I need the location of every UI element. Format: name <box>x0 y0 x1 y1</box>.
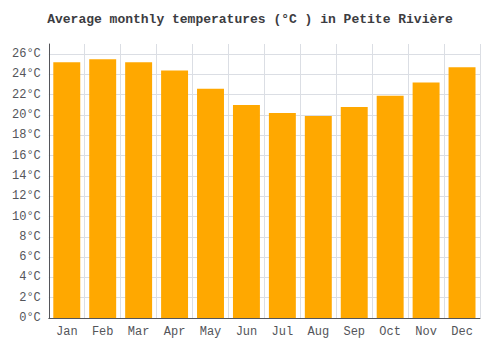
svg-text:Jul: Jul <box>272 325 294 339</box>
svg-text:16°C: 16°C <box>12 149 41 163</box>
svg-text:14°C: 14°C <box>12 169 41 183</box>
svg-text:Aug: Aug <box>307 325 329 339</box>
svg-text:6°C: 6°C <box>19 250 41 264</box>
svg-text:Feb: Feb <box>92 325 114 339</box>
svg-text:Average monthly temperatures (: Average monthly temperatures (°C ) in Pe… <box>47 12 453 27</box>
svg-text:12°C: 12°C <box>12 189 41 203</box>
svg-text:22°C: 22°C <box>12 88 41 102</box>
svg-text:Sep: Sep <box>343 325 365 339</box>
svg-text:Nov: Nov <box>415 325 437 339</box>
svg-text:Mar: Mar <box>128 325 150 339</box>
svg-text:4°C: 4°C <box>19 270 41 284</box>
svg-text:Apr: Apr <box>164 325 186 339</box>
svg-text:8°C: 8°C <box>19 230 41 244</box>
svg-text:Jan: Jan <box>56 325 78 339</box>
svg-text:Oct: Oct <box>379 325 401 339</box>
svg-text:Dec: Dec <box>451 325 473 339</box>
svg-text:Jun: Jun <box>236 325 258 339</box>
svg-text:May: May <box>200 325 222 339</box>
svg-text:24°C: 24°C <box>12 67 41 81</box>
svg-text:26°C: 26°C <box>12 47 41 61</box>
svg-text:0°C: 0°C <box>19 311 41 325</box>
svg-text:10°C: 10°C <box>12 210 41 224</box>
svg-text:20°C: 20°C <box>12 108 41 122</box>
svg-text:18°C: 18°C <box>12 128 41 142</box>
svg-text:2°C: 2°C <box>19 291 41 305</box>
